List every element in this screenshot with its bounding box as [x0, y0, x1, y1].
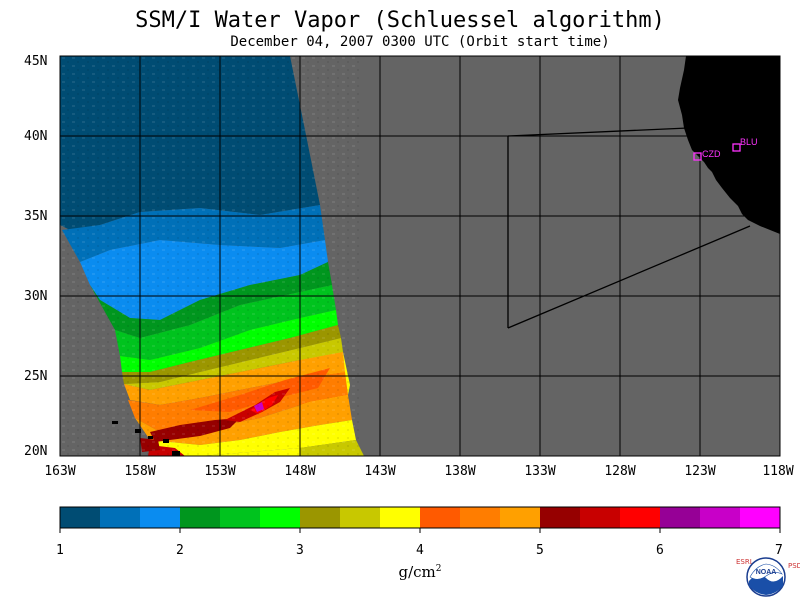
lon-label-128w: 128W	[604, 464, 635, 479]
lon-label-118w: 118W	[762, 464, 793, 479]
colorbar-swatch	[100, 507, 141, 528]
units-text: g/cm	[398, 563, 436, 581]
lon-label-138w: 138W	[444, 464, 475, 479]
colorbar-swatch	[420, 507, 461, 528]
colorbar-swatch	[180, 507, 221, 528]
colorbar-swatch	[300, 507, 341, 528]
lat-label-20n: 20N	[24, 444, 47, 459]
map-subtitle: December 04, 2007 0300 UTC (Orbit start …	[230, 34, 610, 50]
colorbar-swatch	[660, 507, 701, 528]
colorbar-label-3: 3	[296, 543, 304, 558]
colorbar-swatch	[380, 507, 421, 528]
colorbar-swatch	[580, 507, 621, 528]
colorbar-swatch	[460, 507, 501, 528]
colorbar-label-2: 2	[176, 543, 184, 558]
lon-label-153w: 153W	[204, 464, 235, 479]
colorbar-swatch	[620, 507, 661, 528]
station-czd-marker	[693, 152, 702, 161]
colorbar-swatch	[700, 507, 741, 528]
colorbar-swatch	[260, 507, 301, 528]
colorbar-label-6: 6	[656, 543, 664, 558]
california-land	[678, 56, 780, 234]
lat-label-45n: 45N	[24, 54, 47, 69]
colorbar-ticks	[59, 528, 781, 533]
colorbar-label-7: 7	[775, 543, 783, 558]
units-exponent: 2	[435, 564, 442, 574]
lon-label-163w: 163W	[44, 464, 75, 479]
lon-labels: 163W 158W 153W 148W 143W 138W 133W 128W …	[44, 464, 793, 479]
station-blu-label: BLU	[740, 137, 758, 147]
graticule	[60, 56, 780, 456]
colorbar-swatch	[500, 507, 541, 528]
colorbar-swatch	[60, 507, 101, 528]
map-frame	[59, 55, 781, 457]
lat-label-25n: 25N	[24, 369, 47, 384]
station-markers: CZD BLU	[693, 137, 758, 161]
colorbar-swatch	[540, 507, 581, 528]
colorbar-units: g/cm2	[0, 563, 800, 581]
lat-label-35n: 35N	[24, 209, 47, 224]
station-czd-label: CZD	[702, 149, 721, 159]
lat-label-40n: 40N	[24, 129, 47, 144]
map-area: CZD BLU	[60, 56, 780, 456]
lon-label-148w: 148W	[284, 464, 315, 479]
colorbar-swatch	[220, 507, 261, 528]
lon-label-158w: 158W	[124, 464, 155, 479]
lat-labels: 45N 40N 35N 30N 25N 20N	[24, 54, 47, 459]
lat-label-30n: 30N	[24, 289, 47, 304]
colorbar-label-1: 1	[56, 543, 64, 558]
noaa-text: NOAA	[756, 569, 777, 576]
colorbar-label-5: 5	[536, 543, 544, 558]
lon-label-123w: 123W	[684, 464, 715, 479]
noaa-emblem-icon: NOAA	[746, 557, 786, 597]
colorbar-swatch	[740, 507, 781, 528]
map-title: SSM/I Water Vapor (Schluessel algorithm)	[135, 8, 665, 33]
psd-text: PSD	[788, 562, 800, 570]
noaa-logo: ESRL PSD NOAA	[736, 556, 800, 598]
lon-label-143w: 143W	[364, 464, 395, 479]
colorbar-label-4: 4	[416, 543, 424, 558]
lon-label-133w: 133W	[524, 464, 555, 479]
colorbar-swatch	[140, 507, 181, 528]
hawaii-land	[112, 421, 180, 456]
colorbar-swatch	[340, 507, 381, 528]
station-blu-marker	[732, 143, 741, 152]
swath-texture	[60, 56, 360, 456]
colorbar	[60, 507, 781, 528]
